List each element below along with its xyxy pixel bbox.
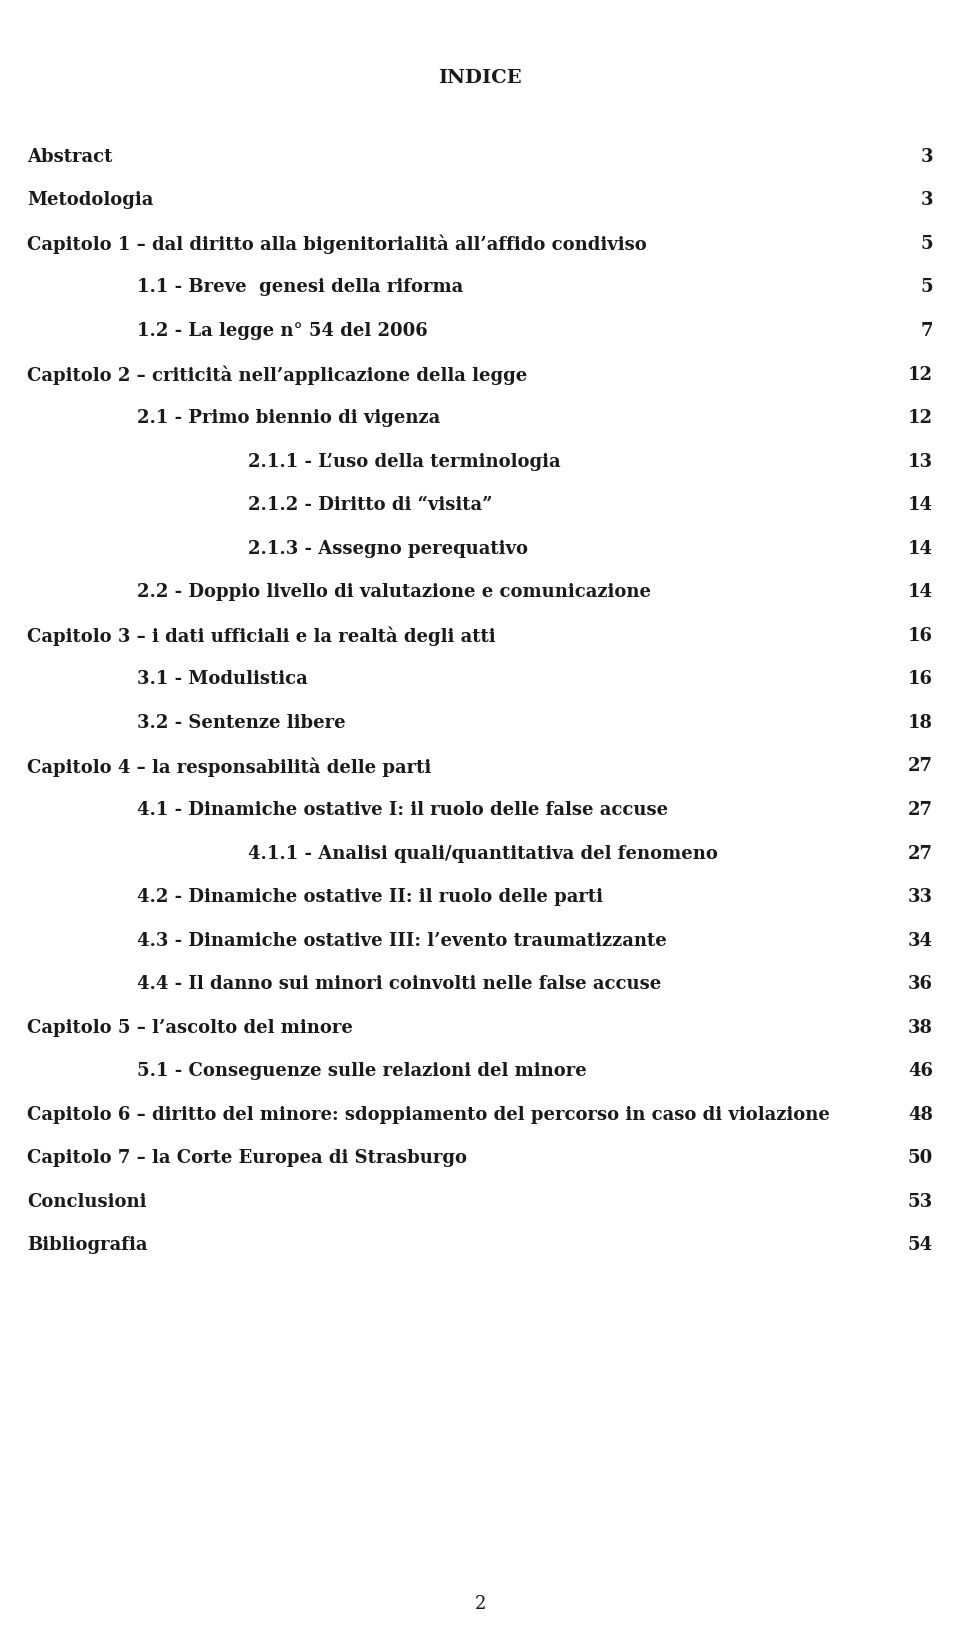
Text: 50: 50	[908, 1148, 933, 1167]
Text: 16: 16	[908, 670, 933, 688]
Text: 34: 34	[908, 932, 933, 950]
Text: INDICE: INDICE	[438, 69, 522, 87]
Text: 4.1 - Dinamiche ostative I: il ruolo delle false accuse: 4.1 - Dinamiche ostative I: il ruolo del…	[137, 800, 668, 818]
Text: 46: 46	[908, 1061, 933, 1079]
Text: 2.2 - Doppio livello di valutazione e comunicazione: 2.2 - Doppio livello di valutazione e co…	[137, 583, 651, 601]
Text: 3.1 - Modulistica: 3.1 - Modulistica	[137, 670, 308, 688]
Text: 4.1.1 - Analisi quali/quantitativa del fenomeno: 4.1.1 - Analisi quali/quantitativa del f…	[248, 845, 717, 863]
Text: 14: 14	[908, 496, 933, 514]
Text: 27: 27	[908, 845, 933, 863]
Text: 54: 54	[908, 1236, 933, 1254]
Text: 3: 3	[921, 148, 933, 166]
Text: 4.2 - Dinamiche ostative II: il ruolo delle parti: 4.2 - Dinamiche ostative II: il ruolo de…	[137, 887, 603, 905]
Text: 3.2 - Sentenze libere: 3.2 - Sentenze libere	[137, 713, 346, 731]
Text: 48: 48	[908, 1106, 933, 1124]
Text: 27: 27	[908, 800, 933, 818]
Text: Conclusioni: Conclusioni	[27, 1193, 146, 1211]
Text: 12: 12	[908, 409, 933, 427]
Text: Capitolo 4 – la responsabilità delle parti: Capitolo 4 – la responsabilità delle par…	[27, 757, 431, 777]
Text: 18: 18	[908, 713, 933, 731]
Text: 13: 13	[908, 452, 933, 470]
Text: 4.4 - Il danno sui minori coinvolti nelle false accuse: 4.4 - Il danno sui minori coinvolti nell…	[137, 974, 661, 992]
Text: Capitolo 7 – la Corte Europea di Strasburgo: Capitolo 7 – la Corte Europea di Strasbu…	[27, 1148, 467, 1167]
Text: 2.1.1 - L’uso della terminologia: 2.1.1 - L’uso della terminologia	[248, 452, 561, 470]
Text: 3: 3	[921, 191, 933, 209]
Text: 2.1.3 - Assegno perequativo: 2.1.3 - Assegno perequativo	[248, 539, 528, 557]
Text: 5: 5	[921, 278, 933, 296]
Text: 27: 27	[908, 757, 933, 775]
Text: 4.3 - Dinamiche ostative III: l’evento traumatizzante: 4.3 - Dinamiche ostative III: l’evento t…	[137, 932, 667, 950]
Text: Metodologia: Metodologia	[27, 191, 154, 209]
Text: 12: 12	[908, 365, 933, 383]
Text: 16: 16	[908, 626, 933, 644]
Text: 38: 38	[908, 1019, 933, 1037]
Text: Capitolo 2 – criticità nell’applicazione della legge: Capitolo 2 – criticità nell’applicazione…	[27, 365, 527, 384]
Text: 5: 5	[921, 235, 933, 253]
Text: Capitolo 3 – i dati ufficiali e la realtà degli atti: Capitolo 3 – i dati ufficiali e la realt…	[27, 626, 495, 646]
Text: 2: 2	[474, 1595, 486, 1613]
Text: Capitolo 1 – dal diritto alla bigenitorialità all’affido condiviso: Capitolo 1 – dal diritto alla bigenitori…	[27, 235, 647, 255]
Text: 14: 14	[908, 539, 933, 557]
Text: 2.1.2 - Diritto di “visita”: 2.1.2 - Diritto di “visita”	[248, 496, 492, 514]
Text: Bibliografia: Bibliografia	[27, 1236, 148, 1254]
Text: 7: 7	[921, 322, 933, 340]
Text: Capitolo 6 – diritto del minore: sdoppiamento del percorso in caso di violazione: Capitolo 6 – diritto del minore: sdoppia…	[27, 1106, 829, 1124]
Text: 5.1 - Conseguenze sulle relazioni del minore: 5.1 - Conseguenze sulle relazioni del mi…	[137, 1061, 587, 1079]
Text: 14: 14	[908, 583, 933, 601]
Text: 1.2 - La legge n° 54 del 2006: 1.2 - La legge n° 54 del 2006	[137, 322, 428, 340]
Text: 33: 33	[908, 887, 933, 905]
Text: Capitolo 5 – l’ascolto del minore: Capitolo 5 – l’ascolto del minore	[27, 1019, 352, 1037]
Text: 36: 36	[908, 974, 933, 992]
Text: 2.1 - Primo biennio di vigenza: 2.1 - Primo biennio di vigenza	[137, 409, 441, 427]
Text: 53: 53	[908, 1193, 933, 1211]
Text: 1.1 - Breve  genesi della riforma: 1.1 - Breve genesi della riforma	[137, 278, 464, 296]
Text: Abstract: Abstract	[27, 148, 112, 166]
